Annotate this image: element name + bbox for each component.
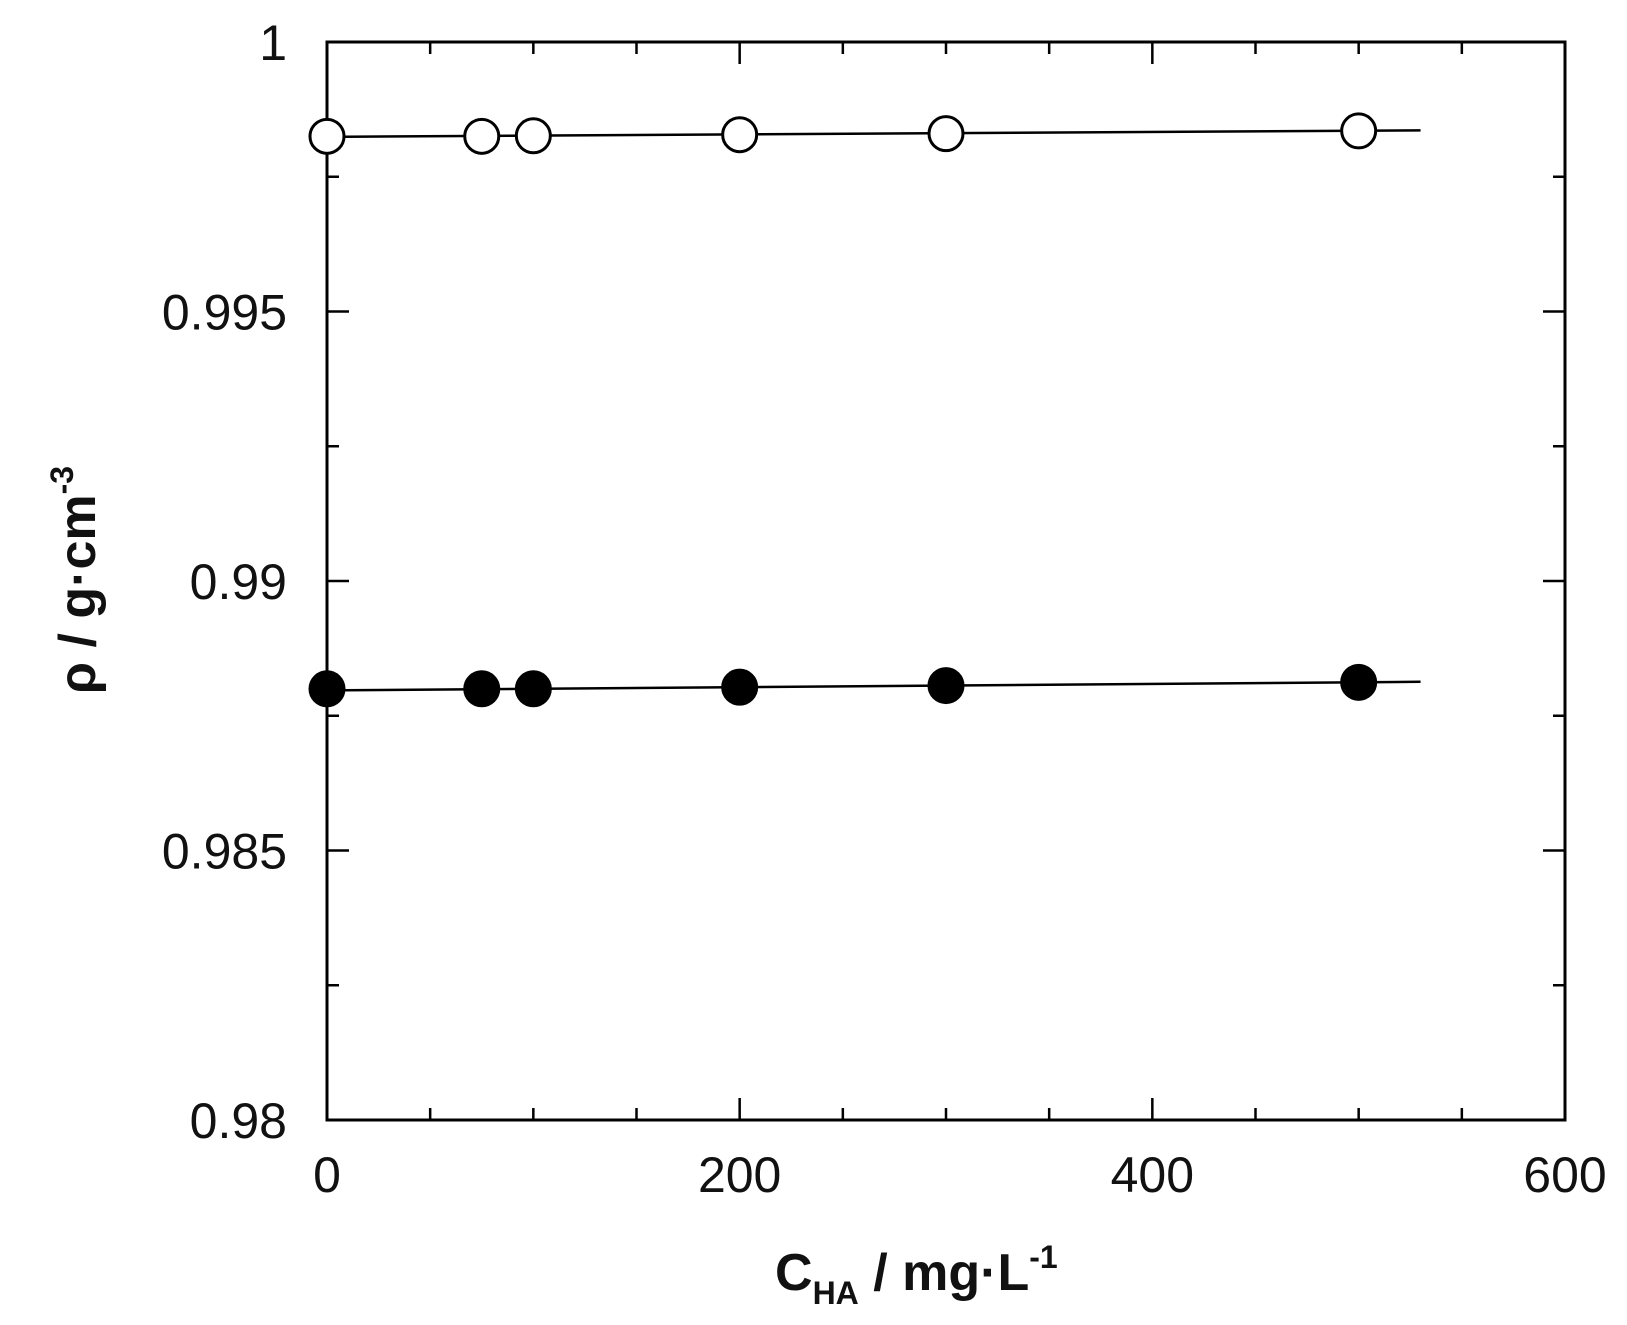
- x-axis-title: CHA / mg·L-1: [775, 1239, 1058, 1311]
- y-tick-label: 0.98: [190, 1093, 287, 1149]
- x-axis-title-subscript: HA: [813, 1275, 859, 1311]
- data-point-series-1: [927, 115, 965, 153]
- data-point-series-1: [721, 116, 759, 154]
- y-axis-title-main: ρ / g·cm: [49, 494, 107, 694]
- x-axis-title-superscript: -1: [1029, 1239, 1057, 1275]
- y-axis-title-superscript: -3: [44, 466, 80, 494]
- data-point-series-2: [721, 668, 759, 706]
- y-tick-label: 0.99: [190, 554, 287, 610]
- x-tick-label: 400: [1111, 1147, 1194, 1203]
- y-tick-label: 0.995: [162, 285, 287, 341]
- data-point-series-2: [514, 670, 552, 708]
- fit-line-series-1: [326, 129, 1421, 139]
- data-point-series-2: [463, 670, 501, 708]
- x-tick-label: 600: [1523, 1147, 1606, 1203]
- y-tick-label: 0.985: [162, 824, 287, 880]
- data-point-series-1: [514, 117, 552, 155]
- data-point-series-1: [308, 117, 346, 155]
- data-point-series-1: [1340, 112, 1378, 150]
- data-point-series-1: [463, 117, 501, 155]
- x-tick-label: 0: [313, 1147, 341, 1203]
- y-tick-label: 1: [259, 15, 287, 71]
- data-point-series-2: [1340, 663, 1378, 701]
- plot-frame: [325, 40, 1567, 1122]
- x-axis-title-main: C: [775, 1244, 813, 1302]
- y-axis-title: ρ / g·cm-3: [44, 466, 107, 694]
- data-point-series-2: [927, 667, 965, 705]
- x-axis-title-units: / mg·L: [859, 1244, 1029, 1302]
- x-tick-label: 200: [698, 1147, 781, 1203]
- fit-line-series-2: [326, 680, 1421, 692]
- data-point-series-2: [308, 670, 346, 708]
